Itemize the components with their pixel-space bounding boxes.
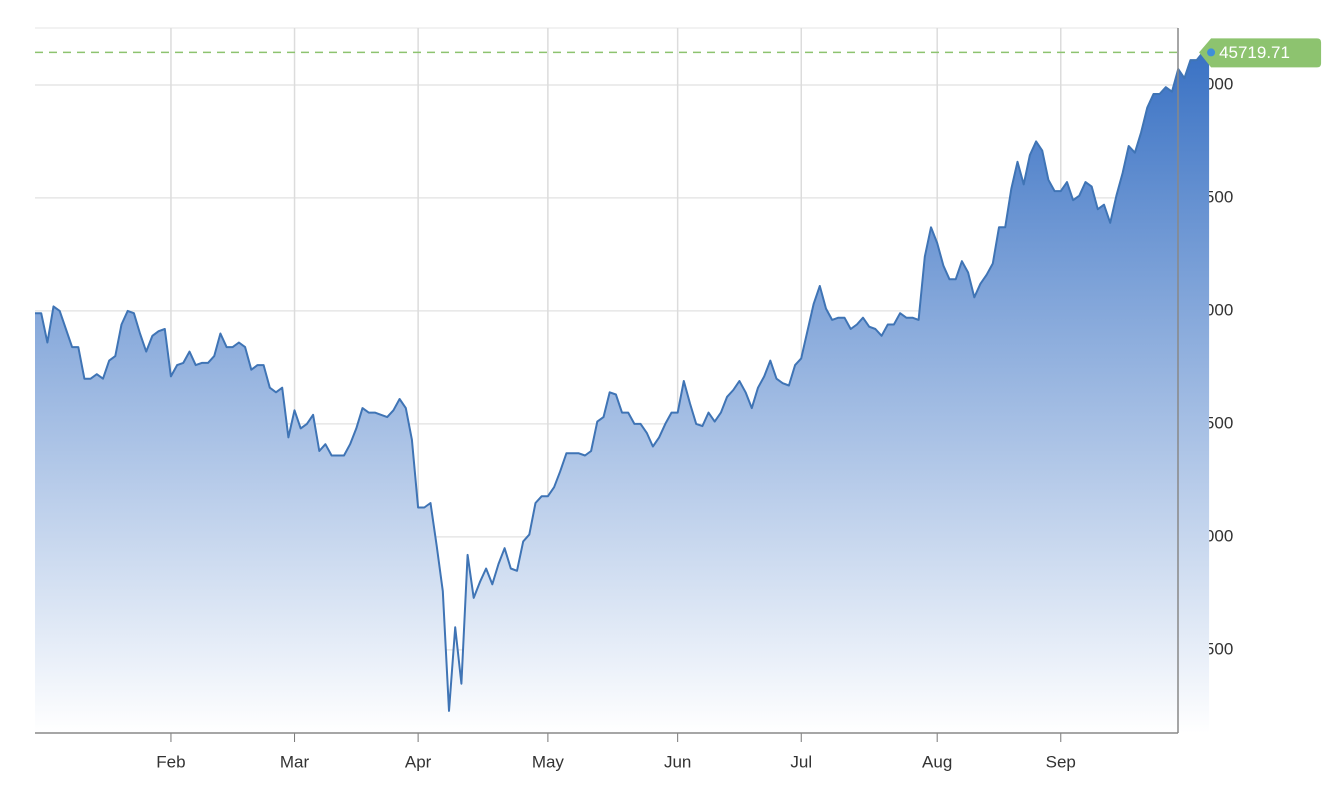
x-tick-label: May xyxy=(532,752,565,771)
last-value-label: 45719.71 xyxy=(1219,43,1290,62)
x-tick-label: Jul xyxy=(790,752,812,771)
line xyxy=(35,51,1210,712)
x-tick-label: Aug xyxy=(922,752,952,771)
last-value-tag xyxy=(1199,38,1322,68)
x-tick-label: Sep xyxy=(1046,752,1076,771)
x-tick-label: Jun xyxy=(664,752,691,771)
x-tick-label: Apr xyxy=(405,752,432,771)
area xyxy=(35,52,1210,733)
x-tick-label: Feb xyxy=(156,752,185,771)
x-tick-label: Mar xyxy=(280,752,310,771)
last-value-dot xyxy=(1207,48,1216,57)
